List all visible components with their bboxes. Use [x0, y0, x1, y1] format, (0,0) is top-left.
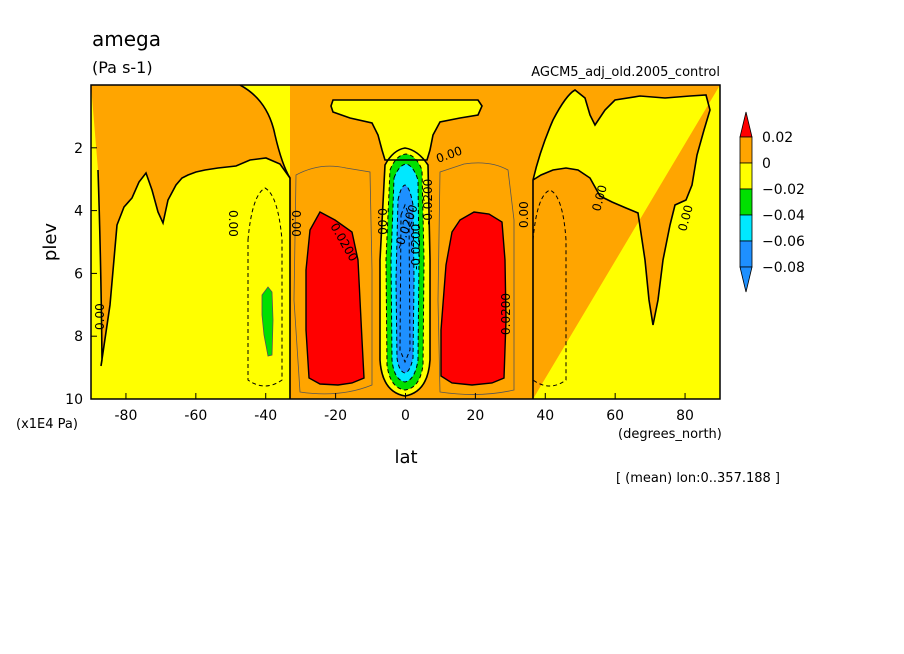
x-tick-label: 80 — [676, 408, 694, 424]
y-axis: 2 4 6 8 10 — [65, 141, 97, 408]
colorbar-label: −0.06 — [762, 234, 805, 250]
y-tick-label: 2 — [74, 141, 83, 157]
contour-label: 0.00 — [289, 210, 303, 237]
x-tick-label: -20 — [324, 408, 347, 424]
colorbar-segment — [739, 188, 753, 216]
x-tick-label: 20 — [466, 408, 484, 424]
contour-label: 0.00 — [375, 208, 389, 235]
contour-label: 0.00 — [93, 303, 107, 330]
x-tick-label: 0 — [401, 408, 410, 424]
north-band-inner-pocket — [532, 189, 567, 387]
contour-label: 0.00 — [226, 210, 240, 237]
colorbar-segment — [739, 266, 753, 293]
contour-label: 0.00 — [589, 183, 609, 212]
colorbar-label: −0.04 — [762, 208, 805, 224]
colorbar-segment — [739, 136, 753, 164]
colorbar-segment — [739, 111, 753, 138]
intermediate-contours — [261, 162, 515, 395]
contour-labels: 0.00 0.00 0.00 0.0200 0.00 -0.0200 -0.02… — [93, 144, 696, 335]
contour-label: 0.0200 — [499, 293, 513, 335]
colorbar-label: −0.02 — [762, 182, 805, 198]
contour-label: 0.00 — [675, 203, 695, 232]
x-unit-label: (degrees_north) — [618, 427, 722, 442]
x-tick-label: 60 — [606, 408, 624, 424]
colorbar-label: 0 — [762, 156, 771, 172]
chart-units: (Pa s-1) — [92, 58, 153, 77]
x-tick-label: -80 — [115, 408, 138, 424]
y-tick-label: 6 — [74, 266, 83, 282]
north-negative-region — [533, 85, 720, 399]
colorbar-label: −0.08 — [762, 260, 805, 276]
south-subsidence-maximum — [306, 212, 364, 385]
colorbar-segment — [739, 162, 753, 190]
contour-field: 0.00 0.00 0.00 0.0200 0.00 -0.0200 -0.02… — [91, 85, 720, 399]
y-unit-label: (x1E4 Pa) — [16, 417, 78, 432]
contour-label: -0.0200 — [421, 179, 435, 225]
upper-central-negative-region — [331, 100, 482, 160]
y-axis-title: plev — [40, 223, 61, 262]
contour-label: -0.0200 — [409, 224, 423, 270]
x-axis: -80 -60 -40 -20 0 20 40 60 80 — [115, 393, 694, 424]
colorbar: 0.02 0 −0.02 −0.04 −0.06 −0.08 — [739, 111, 805, 293]
x-tick-label: -60 — [184, 408, 207, 424]
colorbar-segment — [739, 240, 753, 268]
y-tick-label: 10 — [65, 392, 83, 408]
colorbar-label: 0.02 — [762, 130, 793, 146]
x-tick-label: -40 — [254, 408, 277, 424]
zero-contours — [97, 85, 711, 399]
x-axis-title: lat — [394, 447, 417, 468]
south-negative-region — [91, 85, 290, 399]
south-band-inner-pocket — [247, 187, 283, 387]
positive-contours — [305, 211, 507, 386]
negative-contours — [385, 153, 425, 391]
run-label: AGCM5_adj_old.2005_control — [531, 65, 720, 80]
averaging-footer: [ (mean) lon:0..357.188 ] — [616, 471, 780, 486]
contour-label: 0.00 — [517, 201, 531, 228]
x-tick-label: 40 — [536, 408, 554, 424]
north-subsidence-maximum — [441, 212, 506, 385]
chart-title: amega — [92, 27, 161, 51]
colorbar-segment — [739, 214, 753, 242]
y-tick-label: 8 — [74, 329, 83, 345]
y-tick-label: 4 — [74, 204, 83, 220]
